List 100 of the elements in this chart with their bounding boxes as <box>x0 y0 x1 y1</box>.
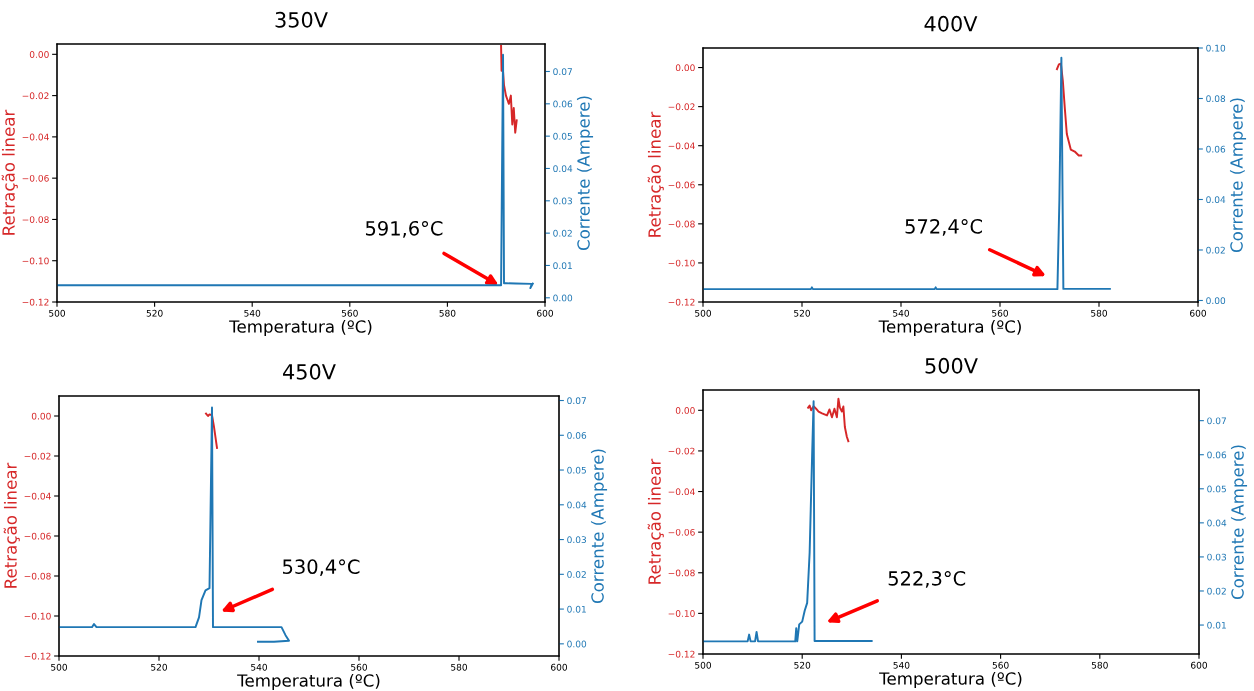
y2-tick-label: 0.08 <box>1206 95 1226 103</box>
chart-title: 350V <box>275 11 328 28</box>
annotation: 572,4°C <box>905 219 982 236</box>
annotation: 591,6°C <box>365 220 443 238</box>
y-tick-label: 0.00 <box>29 51 49 58</box>
y-axis-title: Retração linear <box>3 462 20 588</box>
y2-tick-label: 0.02 <box>553 229 572 237</box>
y-axis-title: Retração linear <box>1 109 18 235</box>
x-tick-label: 540 <box>251 663 268 671</box>
y2-axis-title: Corrente (Ampere) <box>1229 98 1247 253</box>
y-tick-label: −0.04 <box>22 133 49 141</box>
y-tick-label: −0.12 <box>668 650 695 658</box>
y-tick-label: 0.00 <box>675 64 695 72</box>
y-tick-label: −0.10 <box>668 610 695 617</box>
y2-tick-label: 0.00 <box>1206 297 1226 305</box>
y-axis-title: Retração linear <box>647 111 664 237</box>
chart-title: 400V <box>924 15 978 32</box>
y2-tick-label: 0.07 <box>553 68 572 76</box>
y-tick-label: −0.04 <box>668 142 695 150</box>
line-series <box>703 56 1111 291</box>
x-tick-label: 560 <box>992 661 1009 669</box>
line-series <box>703 400 873 643</box>
x-tick-label: 580 <box>1091 309 1108 317</box>
x-tick-label: 520 <box>151 663 168 671</box>
x-tick-label: 580 <box>1091 661 1108 669</box>
line-series <box>500 45 518 134</box>
y2-tick-label: 0.02 <box>1206 246 1225 254</box>
y-tick-label: −0.04 <box>24 492 51 500</box>
x-tick-label: 600 <box>1191 661 1208 669</box>
chart-title: 500V <box>925 357 978 374</box>
line-series <box>1055 62 1083 157</box>
y-tick-label: −0.06 <box>668 528 695 536</box>
x-axis-title: Temperatura (ºC) <box>879 671 1022 689</box>
y2-tick-label: 0.05 <box>567 466 586 474</box>
x-tick-label: 520 <box>794 309 811 317</box>
x-tick-label: 560 <box>351 663 368 671</box>
y2-tick-label: 0.05 <box>1207 485 1226 493</box>
x-tick-label: 500 <box>49 309 66 317</box>
annotation: 530,4°C <box>283 559 360 577</box>
y2-axis-title: Corrente (Ampere) <box>1230 445 1248 600</box>
y2-tick-label: 0.01 <box>1207 621 1226 629</box>
y2-axis-title: Corrente (Ampere) <box>590 449 608 604</box>
y-tick-label: −0.08 <box>24 572 51 580</box>
x-tick-label: 580 <box>451 663 468 671</box>
y2-tick-label: 0.06 <box>1206 145 1226 153</box>
y-tick-label: −0.08 <box>668 569 695 577</box>
y-tick-label: −0.08 <box>22 216 49 223</box>
y-tick-label: 0.00 <box>675 407 695 414</box>
y-tick-label: −0.04 <box>668 488 695 496</box>
y-tick-label: −0.12 <box>668 298 695 306</box>
y2-tick-label: 0.02 <box>1207 587 1226 595</box>
x-tick-label: 560 <box>992 309 1009 317</box>
x-tick-label: 540 <box>893 661 910 669</box>
y2-tick-label: 0.06 <box>553 100 573 108</box>
x-tick-label: 600 <box>1190 309 1207 317</box>
y-tick-label: −0.12 <box>24 652 51 660</box>
y-tick-label: −0.10 <box>668 259 695 267</box>
annotation: 522,3°C <box>888 571 966 588</box>
x-tick-label: 600 <box>537 309 554 317</box>
y-tick-label: −0.02 <box>24 452 51 460</box>
y2-tick-label: 0.02 <box>567 571 586 578</box>
y2-tick-label: 0.00 <box>567 640 587 648</box>
y-tick-label: −0.08 <box>668 220 695 228</box>
y-axis-title: Retração linear <box>647 458 664 584</box>
y2-tick-label: 0.00 <box>553 294 573 302</box>
y-tick-label: −0.10 <box>24 612 51 620</box>
y2-tick-label: 0.01 <box>553 262 572 270</box>
x-tick-label: 500 <box>695 661 712 669</box>
y2-tick-label: 0.04 <box>1206 196 1226 204</box>
y2-tick-label: 0.04 <box>567 501 587 509</box>
x-axis-title: Temperatura (ºC) <box>878 319 1021 337</box>
x-tick-label: 560 <box>341 309 358 317</box>
x-tick-label: 520 <box>794 661 811 669</box>
y-tick-label: −0.12 <box>22 298 49 306</box>
y-tick-label: 0.00 <box>31 412 51 420</box>
x-tick-label: 500 <box>695 309 712 317</box>
y-tick-label: −0.02 <box>22 92 49 100</box>
y-tick-label: −0.02 <box>668 103 695 111</box>
y-tick-label: −0.06 <box>24 532 51 540</box>
line-series <box>807 397 850 443</box>
y2-tick-label: 0.04 <box>1207 519 1227 527</box>
y2-tick-label: 0.01 <box>567 605 586 613</box>
x-axis-title: Temperatura (ºC) <box>229 319 372 337</box>
y-tick-label: −0.02 <box>668 447 695 455</box>
y2-tick-label: 0.03 <box>553 197 573 205</box>
y-tick-label: −0.06 <box>668 181 695 189</box>
y2-tick-label: 0.07 <box>567 397 586 405</box>
y2-tick-label: 0.05 <box>553 132 572 140</box>
x-tick-label: 540 <box>893 309 910 317</box>
chart-title: 450V <box>283 363 336 380</box>
x-tick-label: 500 <box>51 663 68 671</box>
x-tick-label: 600 <box>551 663 568 671</box>
line-series <box>205 412 218 449</box>
y-tick-label: −0.10 <box>22 257 49 265</box>
y-tick-label: −0.06 <box>22 174 49 182</box>
y2-tick-label: 0.07 <box>1207 417 1226 425</box>
x-tick-label: 580 <box>439 309 456 317</box>
x-tick-label: 540 <box>244 309 261 317</box>
y2-tick-label: 0.04 <box>553 165 573 173</box>
y2-tick-label: 0.06 <box>567 432 587 439</box>
